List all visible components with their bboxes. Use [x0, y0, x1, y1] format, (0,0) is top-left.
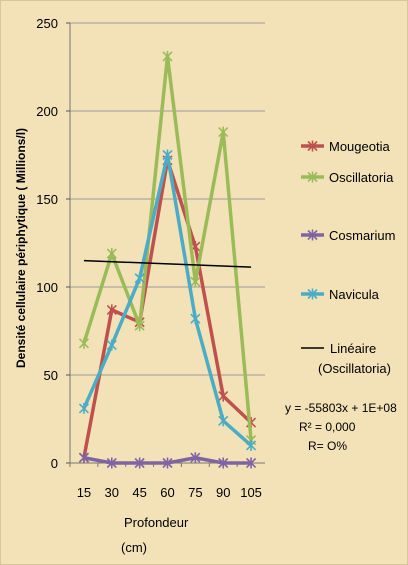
series-oscillatoria — [79, 51, 255, 446]
x-axis-label-line1: Profondeur — [124, 515, 189, 530]
data-point — [219, 391, 228, 402]
data-point — [219, 127, 228, 138]
legend-label: Mougeotia — [329, 139, 390, 154]
legend: Mougeotia Oscillatoria Cosmarium Navicula — [301, 139, 395, 348]
x-axis-ticks: 15 30 45 60 75 90 105 — [70, 463, 262, 500]
x-tick-label: 75 — [188, 485, 202, 500]
data-point — [107, 248, 116, 259]
y-tick-label: 0 — [51, 456, 58, 471]
legend-trend-label-line2: (Oscillatoria) — [318, 361, 391, 376]
data-point — [191, 313, 200, 324]
y-tick-label: 150 — [36, 192, 58, 207]
trend-r-value: R= O% — [308, 439, 347, 453]
legend-label: Oscillatoria — [329, 170, 394, 185]
data-point — [247, 440, 256, 451]
data-point — [219, 415, 228, 426]
y-axis-ticks: 0 50 100 150 200 250 — [36, 16, 70, 471]
y-axis-label: Densité cellulaire périphytique ( Millio… — [14, 128, 28, 368]
legend-item-mougeotia: Mougeotia — [301, 139, 390, 154]
gridlines — [70, 23, 265, 375]
legend-trend-label-line1: Linéaire — [330, 341, 376, 356]
series-cosmarium — [79, 452, 255, 468]
x-tick-label: 90 — [216, 485, 230, 500]
data-point — [191, 276, 200, 287]
data-point — [107, 340, 116, 351]
trend-equation: y = -55803x + 1E+08 — [285, 401, 397, 415]
series-line — [84, 160, 251, 457]
legend-label: Navicula — [329, 287, 380, 302]
data-point — [163, 150, 172, 161]
series-layer — [79, 51, 255, 469]
y-tick-label: 200 — [36, 104, 58, 119]
x-axis-label-line2: (cm) — [121, 540, 147, 555]
legend-item-cosmarium: Cosmarium — [301, 228, 395, 243]
trend-r-squared: R² = 0,000 — [299, 420, 356, 434]
legend-item-oscillatoria: Oscillatoria — [301, 170, 394, 185]
y-tick-label: 50 — [44, 368, 58, 383]
data-point — [163, 51, 172, 62]
x-tick-label: 45 — [132, 485, 146, 500]
x-tick-label: 105 — [240, 485, 262, 500]
legend-item-navicula: Navicula — [301, 287, 380, 302]
data-point — [135, 273, 144, 284]
axes — [70, 23, 265, 463]
x-tick-label: 60 — [160, 485, 174, 500]
x-tick-label: 30 — [105, 485, 119, 500]
y-tick-label: 100 — [36, 280, 58, 295]
y-tick-label: 250 — [36, 16, 58, 31]
legend-label: Cosmarium — [329, 228, 395, 243]
x-tick-label: 15 — [77, 485, 91, 500]
data-point — [79, 338, 88, 349]
series-line — [84, 56, 251, 440]
data-point — [79, 403, 88, 414]
